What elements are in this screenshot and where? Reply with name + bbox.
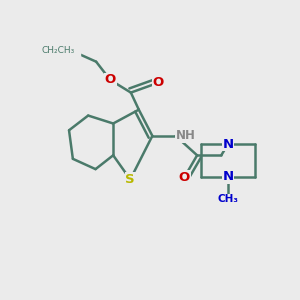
Text: O: O	[105, 74, 116, 86]
Text: CH₂CH₃: CH₂CH₃	[41, 46, 74, 55]
Text: CH₃: CH₃	[218, 194, 239, 204]
Text: O: O	[152, 76, 164, 89]
Text: S: S	[125, 173, 135, 186]
Text: NH: NH	[176, 129, 196, 142]
Text: O: O	[179, 171, 190, 184]
Text: N: N	[223, 170, 234, 183]
Text: N: N	[223, 138, 234, 151]
